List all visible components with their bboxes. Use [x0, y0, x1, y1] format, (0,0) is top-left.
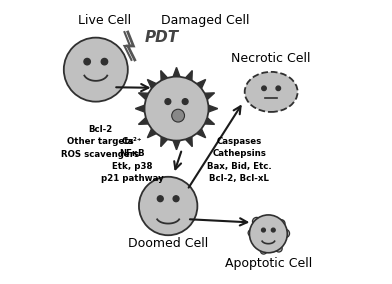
Polygon shape — [138, 93, 149, 100]
Text: Doomed Cell: Doomed Cell — [128, 237, 208, 250]
Polygon shape — [147, 80, 156, 89]
Circle shape — [145, 77, 209, 141]
Text: Apoptotic Cell: Apoptotic Cell — [225, 256, 312, 270]
Circle shape — [271, 228, 275, 232]
Polygon shape — [205, 93, 214, 100]
Polygon shape — [138, 118, 149, 124]
Circle shape — [260, 248, 267, 254]
Circle shape — [165, 99, 171, 105]
Polygon shape — [173, 140, 180, 150]
Text: Bcl-2
Other targets
ROS scavengers: Bcl-2 Other targets ROS scavengers — [61, 125, 139, 159]
Circle shape — [248, 230, 254, 236]
Text: Caspases
Cathepsins
Bax, Bid, Etc.
Bcl-2, Bcl-xL: Caspases Cathepsins Bax, Bid, Etc. Bcl-2… — [207, 137, 272, 183]
Polygon shape — [208, 105, 218, 112]
Text: PDT: PDT — [145, 30, 179, 45]
Polygon shape — [185, 137, 192, 147]
Polygon shape — [161, 137, 167, 147]
Circle shape — [262, 86, 266, 91]
Circle shape — [101, 59, 108, 65]
Polygon shape — [173, 67, 180, 77]
Circle shape — [157, 196, 163, 202]
Circle shape — [84, 59, 91, 65]
Circle shape — [278, 220, 285, 227]
Circle shape — [173, 196, 179, 202]
Polygon shape — [196, 129, 206, 138]
Circle shape — [249, 215, 287, 253]
Polygon shape — [135, 105, 145, 112]
Circle shape — [281, 229, 290, 238]
Circle shape — [275, 245, 282, 252]
Polygon shape — [205, 118, 214, 124]
Circle shape — [276, 86, 281, 91]
Text: Live Cell: Live Cell — [78, 14, 131, 28]
Text: Ca²⁺
NFκB
Etk, p38
p21 pathway: Ca²⁺ NFκB Etk, p38 p21 pathway — [101, 137, 163, 183]
Circle shape — [261, 228, 265, 232]
Text: Damaged Cell: Damaged Cell — [162, 14, 250, 28]
Circle shape — [64, 37, 128, 102]
Polygon shape — [161, 70, 167, 81]
Ellipse shape — [245, 72, 298, 112]
Text: Necrotic Cell: Necrotic Cell — [231, 52, 311, 65]
Circle shape — [182, 99, 188, 105]
Circle shape — [252, 217, 261, 226]
Polygon shape — [185, 70, 192, 81]
Polygon shape — [147, 129, 156, 138]
Circle shape — [172, 109, 185, 122]
Polygon shape — [196, 80, 206, 89]
Circle shape — [139, 177, 198, 235]
